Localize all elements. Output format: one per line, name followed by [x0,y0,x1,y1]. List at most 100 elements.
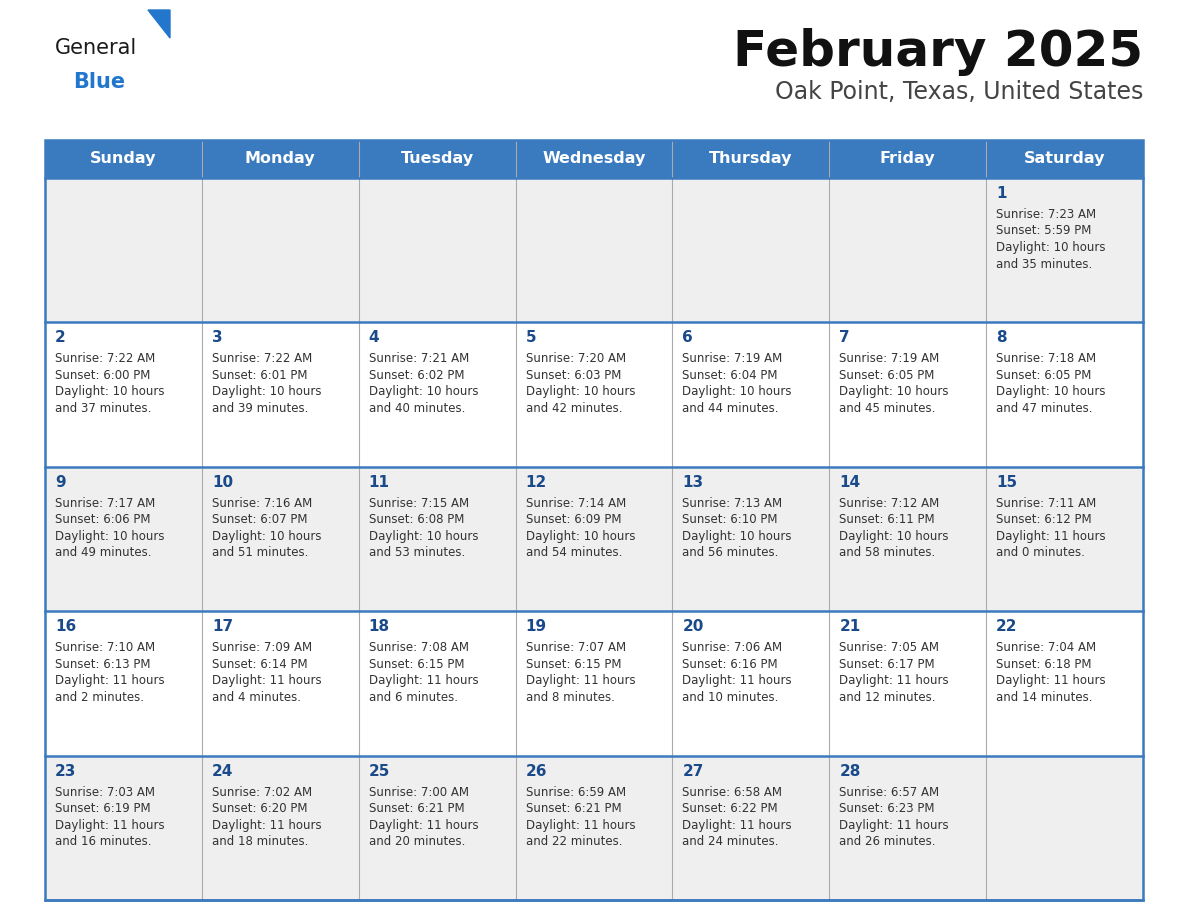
Text: Daylight: 10 hours: Daylight: 10 hours [839,530,949,543]
Text: 3: 3 [211,330,222,345]
Text: Sunset: 6:05 PM: Sunset: 6:05 PM [997,369,1092,382]
Text: Sunset: 6:12 PM: Sunset: 6:12 PM [997,513,1092,526]
Text: Sunrise: 7:19 AM: Sunrise: 7:19 AM [839,353,940,365]
Text: 25: 25 [368,764,390,778]
Text: Sunset: 6:13 PM: Sunset: 6:13 PM [55,657,151,671]
Text: Sunset: 6:21 PM: Sunset: 6:21 PM [368,802,465,815]
Text: and 26 minutes.: and 26 minutes. [839,835,936,848]
Text: Sunset: 5:59 PM: Sunset: 5:59 PM [997,225,1092,238]
Text: Daylight: 11 hours: Daylight: 11 hours [839,674,949,688]
Text: 5: 5 [525,330,536,345]
Text: 1: 1 [997,186,1006,201]
Text: and 39 minutes.: and 39 minutes. [211,402,308,415]
Text: Daylight: 10 hours: Daylight: 10 hours [997,386,1106,398]
Text: February 2025: February 2025 [733,28,1143,76]
Text: Daylight: 10 hours: Daylight: 10 hours [55,530,164,543]
Text: and 44 minutes.: and 44 minutes. [682,402,779,415]
Text: Sunset: 6:02 PM: Sunset: 6:02 PM [368,369,465,382]
Text: Sunrise: 6:58 AM: Sunrise: 6:58 AM [682,786,783,799]
Text: and 37 minutes.: and 37 minutes. [55,402,151,415]
Text: Sunset: 6:06 PM: Sunset: 6:06 PM [55,513,151,526]
Text: Friday: Friday [880,151,935,166]
Text: and 2 minutes.: and 2 minutes. [55,690,144,704]
Bar [45,466,1143,611]
Text: Daylight: 11 hours: Daylight: 11 hours [211,674,322,688]
Text: Sunrise: 7:02 AM: Sunrise: 7:02 AM [211,786,312,799]
Bar [45,611,1143,756]
Text: 15: 15 [997,475,1017,490]
Text: Daylight: 10 hours: Daylight: 10 hours [525,386,636,398]
Text: Sunset: 6:16 PM: Sunset: 6:16 PM [682,657,778,671]
Text: Daylight: 10 hours: Daylight: 10 hours [368,386,479,398]
Text: 11: 11 [368,475,390,490]
Text: Daylight: 11 hours: Daylight: 11 hours [997,530,1106,543]
Text: and 40 minutes.: and 40 minutes. [368,402,465,415]
Text: 14: 14 [839,475,860,490]
Polygon shape [148,10,170,38]
Bar [45,178,1143,322]
Text: Sunset: 6:08 PM: Sunset: 6:08 PM [368,513,465,526]
Bar [45,140,1143,900]
Text: Daylight: 11 hours: Daylight: 11 hours [682,674,792,688]
Text: Sunset: 6:14 PM: Sunset: 6:14 PM [211,657,308,671]
Text: and 54 minutes.: and 54 minutes. [525,546,623,559]
Text: Sunset: 6:05 PM: Sunset: 6:05 PM [839,369,935,382]
Text: Daylight: 11 hours: Daylight: 11 hours [211,819,322,832]
Text: Daylight: 11 hours: Daylight: 11 hours [525,819,636,832]
Text: 6: 6 [682,330,693,345]
Text: 17: 17 [211,620,233,634]
Text: Daylight: 10 hours: Daylight: 10 hours [211,530,322,543]
Text: Sunrise: 7:21 AM: Sunrise: 7:21 AM [368,353,469,365]
Text: Thursday: Thursday [709,151,792,166]
Text: Sunrise: 7:22 AM: Sunrise: 7:22 AM [55,353,156,365]
Text: Sunrise: 7:14 AM: Sunrise: 7:14 AM [525,497,626,509]
Text: Daylight: 10 hours: Daylight: 10 hours [368,530,479,543]
Text: General: General [55,38,138,58]
Text: and 47 minutes.: and 47 minutes. [997,402,1093,415]
Text: 27: 27 [682,764,703,778]
Text: Sunset: 6:18 PM: Sunset: 6:18 PM [997,657,1092,671]
Text: and 53 minutes.: and 53 minutes. [368,546,465,559]
Text: Sunset: 6:07 PM: Sunset: 6:07 PM [211,513,308,526]
Text: Sunrise: 7:06 AM: Sunrise: 7:06 AM [682,641,783,655]
Text: Daylight: 10 hours: Daylight: 10 hours [839,386,949,398]
Text: Daylight: 11 hours: Daylight: 11 hours [525,674,636,688]
Text: Sunrise: 7:05 AM: Sunrise: 7:05 AM [839,641,940,655]
Text: Sunset: 6:11 PM: Sunset: 6:11 PM [839,513,935,526]
Text: 24: 24 [211,764,233,778]
Text: Sunday: Sunday [90,151,157,166]
Text: Daylight: 11 hours: Daylight: 11 hours [839,819,949,832]
Text: Sunset: 6:10 PM: Sunset: 6:10 PM [682,513,778,526]
Text: Tuesday: Tuesday [400,151,474,166]
Text: Sunrise: 7:03 AM: Sunrise: 7:03 AM [55,786,154,799]
Text: and 51 minutes.: and 51 minutes. [211,546,308,559]
Text: 22: 22 [997,620,1018,634]
Text: and 18 minutes.: and 18 minutes. [211,835,308,848]
Text: 7: 7 [839,330,849,345]
Text: Sunrise: 7:11 AM: Sunrise: 7:11 AM [997,497,1097,509]
Text: 21: 21 [839,620,860,634]
Text: 13: 13 [682,475,703,490]
Text: 12: 12 [525,475,546,490]
Text: Sunset: 6:00 PM: Sunset: 6:00 PM [55,369,151,382]
Text: and 12 minutes.: and 12 minutes. [839,690,936,704]
Text: Sunset: 6:21 PM: Sunset: 6:21 PM [525,802,621,815]
Text: Sunset: 6:19 PM: Sunset: 6:19 PM [55,802,151,815]
Text: and 16 minutes.: and 16 minutes. [55,835,152,848]
Text: and 56 minutes.: and 56 minutes. [682,546,779,559]
Text: Sunrise: 7:08 AM: Sunrise: 7:08 AM [368,641,469,655]
Text: Sunrise: 7:00 AM: Sunrise: 7:00 AM [368,786,469,799]
Text: Sunrise: 7:10 AM: Sunrise: 7:10 AM [55,641,156,655]
Text: Sunrise: 7:17 AM: Sunrise: 7:17 AM [55,497,156,509]
Text: Blue: Blue [72,72,125,92]
Text: Daylight: 10 hours: Daylight: 10 hours [525,530,636,543]
Text: and 45 minutes.: and 45 minutes. [839,402,936,415]
Text: Sunset: 6:01 PM: Sunset: 6:01 PM [211,369,308,382]
Text: Daylight: 11 hours: Daylight: 11 hours [368,819,479,832]
Text: and 14 minutes.: and 14 minutes. [997,690,1093,704]
Text: 18: 18 [368,620,390,634]
Text: and 10 minutes.: and 10 minutes. [682,690,779,704]
Text: Sunset: 6:15 PM: Sunset: 6:15 PM [525,657,621,671]
Text: Sunset: 6:23 PM: Sunset: 6:23 PM [839,802,935,815]
Text: Sunrise: 7:23 AM: Sunrise: 7:23 AM [997,208,1097,221]
